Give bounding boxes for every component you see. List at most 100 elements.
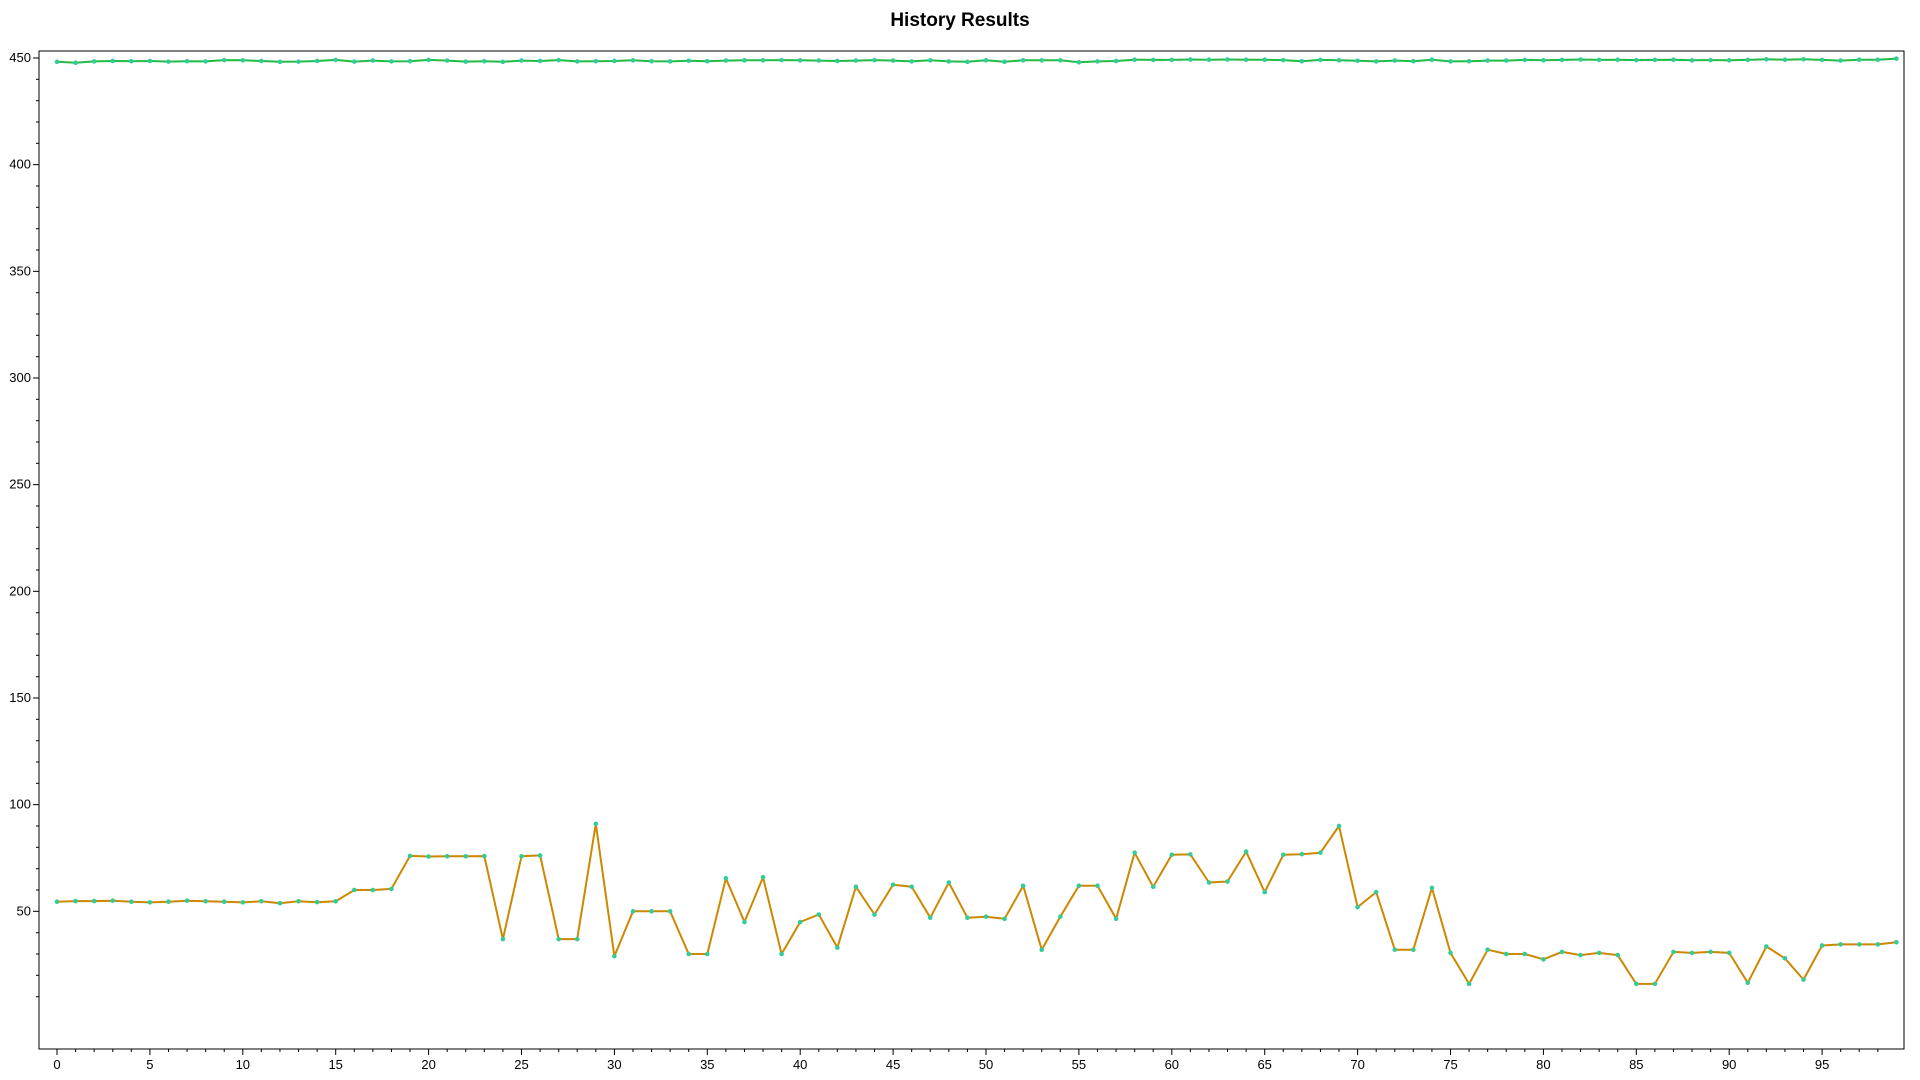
series-line-1 [56, 57, 1897, 64]
data-point [110, 58, 116, 64]
data-point [370, 58, 376, 63]
data-point [73, 60, 78, 65]
data-point [1522, 951, 1528, 957]
data-point [426, 57, 431, 63]
data-point [835, 58, 840, 64]
data-point [54, 59, 60, 65]
data-point [537, 58, 543, 64]
data-point [853, 58, 859, 63]
data-point [1652, 57, 1658, 63]
data-point [965, 915, 970, 921]
data-point [1875, 942, 1881, 947]
data-point [723, 875, 729, 881]
data-point [1169, 57, 1175, 63]
data-point [500, 59, 506, 65]
data-point [1466, 981, 1472, 987]
x-tick-label: 55 [1072, 1057, 1086, 1072]
data-point [1411, 947, 1416, 953]
data-point [1411, 58, 1416, 64]
x-tick-label: 90 [1722, 1057, 1736, 1072]
data-point [426, 854, 431, 859]
data-point [91, 59, 97, 64]
data-point [537, 853, 543, 858]
data-point [1894, 939, 1899, 945]
data-point [1671, 57, 1676, 63]
x-tick-label: 40 [793, 1057, 807, 1072]
data-point [482, 853, 487, 859]
data-point [1503, 58, 1509, 63]
data-point [723, 58, 729, 63]
x-tick-label: 20 [421, 1057, 435, 1072]
data-point [259, 58, 264, 64]
data-point [314, 58, 320, 64]
data-point [872, 57, 877, 63]
data-point [1745, 57, 1751, 63]
data-point [649, 58, 654, 64]
x-tick-label: 75 [1443, 1057, 1457, 1072]
x-tick-label: 50 [979, 1057, 993, 1072]
data-point [1076, 59, 1082, 65]
y-tick-label: 200 [9, 583, 31, 598]
x-tick-label: 35 [700, 1057, 714, 1072]
data-point [1280, 852, 1286, 858]
data-point [203, 59, 208, 64]
data-point [1058, 914, 1063, 919]
data-point [1615, 57, 1621, 63]
data-point [574, 59, 580, 64]
data-point [1058, 58, 1063, 63]
data-point [612, 58, 617, 64]
plot-border [38, 50, 1905, 1050]
data-point [760, 58, 766, 63]
data-point [1113, 58, 1119, 64]
data-point [630, 58, 636, 63]
data-point [927, 58, 933, 63]
x-tick-label: 10 [236, 1057, 250, 1072]
data-point [1671, 949, 1676, 955]
data-point [983, 58, 989, 63]
y-tick-label: 400 [9, 157, 31, 172]
data-point [1448, 950, 1453, 956]
data-point [1875, 57, 1881, 63]
x-tick-label: 0 [53, 1057, 60, 1072]
x-tick-label: 70 [1350, 1057, 1364, 1072]
data-point [1578, 952, 1583, 958]
data-point [110, 898, 116, 903]
data-point [370, 887, 376, 893]
data-point [686, 951, 692, 957]
data-point [351, 59, 357, 64]
data-point [1336, 58, 1342, 63]
y-tick-label: 100 [9, 797, 31, 812]
data-point [519, 58, 524, 63]
y-tick-label: 250 [9, 477, 31, 492]
data-point [1856, 942, 1862, 947]
x-tick-label: 85 [1629, 1057, 1643, 1072]
data-point [1095, 59, 1100, 64]
x-tick-label: 45 [886, 1057, 900, 1072]
data-point [221, 57, 227, 63]
data-point [1280, 57, 1286, 63]
data-point [54, 899, 60, 905]
data-point [1819, 943, 1825, 948]
data-point [389, 59, 394, 64]
data-point [1225, 879, 1230, 884]
data-point [444, 853, 450, 859]
data-point [742, 919, 747, 925]
data-point [1076, 883, 1082, 889]
data-point [1838, 942, 1843, 947]
data-point [797, 58, 803, 63]
data-point [389, 886, 394, 892]
data-point [407, 58, 413, 64]
data-point [574, 936, 580, 942]
data-point [927, 915, 933, 921]
data-point [612, 953, 617, 959]
data-point [1188, 852, 1193, 857]
data-point [296, 59, 301, 64]
data-point [184, 58, 190, 64]
data-point [147, 58, 153, 64]
data-point [1188, 57, 1193, 62]
data-point [686, 58, 692, 64]
data-point [593, 821, 599, 827]
data-point [1169, 852, 1175, 858]
data-point [1559, 949, 1565, 955]
data-point [1596, 950, 1602, 956]
